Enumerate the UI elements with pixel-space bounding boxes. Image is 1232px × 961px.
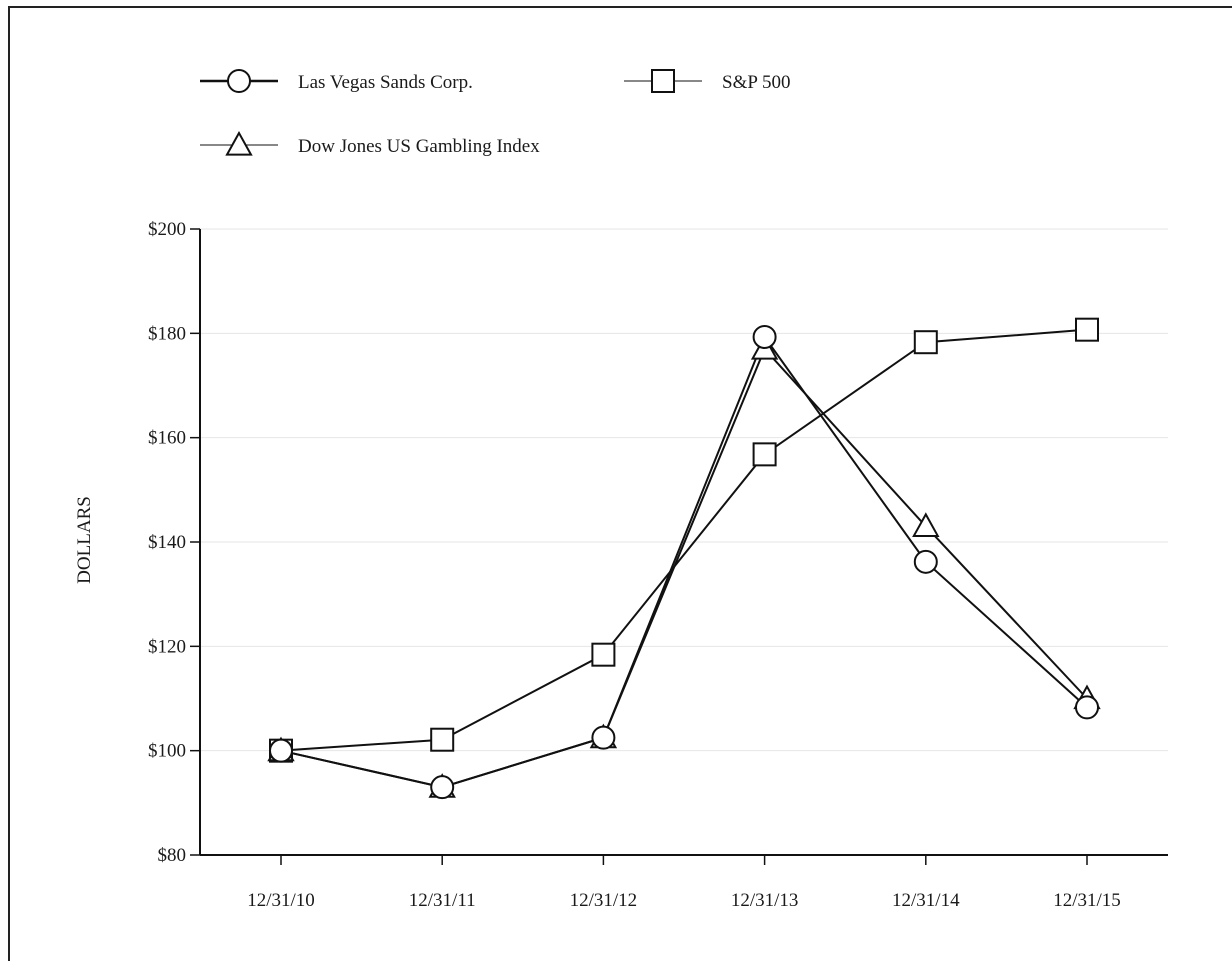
y-tick-label: $100: [148, 741, 186, 762]
legend-item: Dow Jones US Gambling Index: [200, 130, 540, 157]
series-line-square: [280, 328, 1088, 752]
legend-item: S&P 500: [624, 69, 790, 93]
series-line-circle: [280, 334, 1088, 789]
series-line-triangle: [280, 347, 1088, 789]
data-point-square: [913, 330, 938, 355]
x-tick-label: 12/31/13: [731, 890, 799, 911]
data-point-circle: [913, 549, 938, 574]
data-point-circle: [1075, 695, 1099, 720]
legend-marker-triangle: [225, 130, 253, 156]
legend-marker-square: [651, 69, 675, 93]
legend-label: Las Vegas Sands Corp.: [298, 72, 473, 93]
series-lines: [280, 328, 1088, 789]
data-point-circle: [752, 324, 777, 349]
data-point-circle: [591, 725, 616, 750]
legend-item: Las Vegas Sands Corp.: [200, 69, 473, 93]
y-axis-ticks: $80 $100 $120 $140 $160 $180 $200: [148, 219, 200, 866]
data-point-square: [430, 727, 455, 752]
data-point-square: [752, 442, 777, 467]
legend: Las Vegas Sands Corp. S&P 500 Dow Jones US…: [200, 69, 790, 157]
gridlines: [200, 228, 1168, 752]
x-tick-label: 12/31/12: [570, 890, 638, 911]
y-tick-label: $180: [148, 323, 186, 344]
series-markers: [267, 317, 1101, 800]
legend-label: S&P 500: [722, 72, 790, 93]
data-point-circle: [430, 775, 455, 800]
x-tick-label: 12/31/10: [247, 890, 315, 911]
x-axis-ticks: 12/31/10 12/31/11 12/31/12 12/31/13 12/31/14…: [247, 855, 1121, 911]
legend-marker-circle: [227, 69, 251, 93]
data-point-circle: [269, 738, 293, 763]
y-tick-label: $160: [148, 428, 186, 449]
y-tick-label: $200: [148, 219, 186, 240]
chart-frame: [8, 6, 1232, 961]
y-axis-title: DOLLARS: [74, 496, 95, 584]
data-point-square: [591, 642, 616, 667]
y-tick-label: $80: [158, 845, 187, 866]
legend-label: Dow Jones US Gambling Index: [298, 136, 540, 157]
data-point-triangle: [912, 512, 940, 537]
x-tick-label: 12/31/15: [1053, 890, 1121, 911]
y-tick-label: $140: [148, 532, 186, 553]
x-tick-label: 12/31/14: [892, 890, 960, 911]
y-tick-label: $120: [148, 636, 186, 657]
x-tick-label: 12/31/11: [409, 890, 476, 911]
data-point-square: [1075, 317, 1099, 342]
